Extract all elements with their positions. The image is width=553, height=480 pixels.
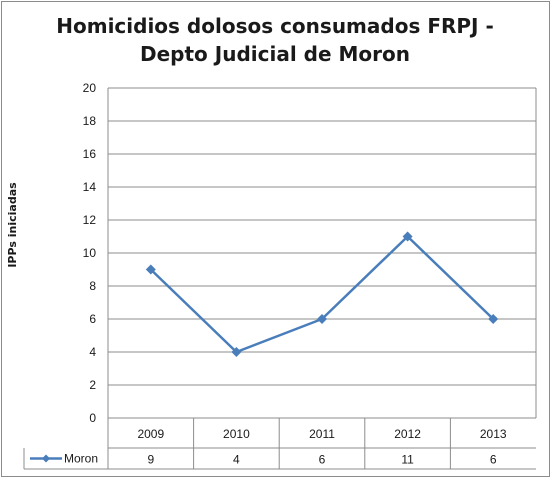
chart-title-line-2: Depto Judicial de Moron: [140, 42, 410, 66]
chart-title-line-1: Homicidios dolosos consumados FRPJ -: [56, 14, 494, 38]
legend-series-name: Moron: [64, 452, 98, 466]
series-line: [149, 235, 495, 354]
table-value-cell: 9: [147, 453, 154, 467]
y-tick-label: 0: [89, 411, 96, 425]
y-tick-label: 4: [89, 345, 96, 359]
x-category-label: 2011: [309, 427, 335, 441]
y-tick-label: 14: [83, 180, 97, 194]
y-tick-label: 18: [83, 114, 97, 128]
data-point-marker: [145, 264, 156, 275]
y-tick-label: 16: [83, 147, 97, 161]
x-category-label: 2013: [480, 427, 507, 441]
y-tick-label: 20: [83, 81, 97, 95]
y-tick-label: 12: [83, 213, 97, 227]
table-value-cell: 6: [490, 453, 497, 467]
chart-title: Homicidios dolosos consumados FRPJ - Dep…: [40, 12, 510, 68]
data-point-marker: [402, 231, 413, 242]
y-tick-label: 8: [89, 279, 96, 293]
y-tick-label: 10: [83, 246, 97, 260]
y-tick-label: 2: [89, 378, 96, 392]
legend-marker-key: [42, 454, 50, 463]
data-point-marker: [231, 347, 242, 357]
x-category-label: 2012: [394, 427, 421, 441]
data-point-marker: [488, 314, 499, 324]
table-value-cell: 11: [401, 453, 414, 467]
x-category-label: 2010: [223, 427, 250, 441]
data-point-marker: [317, 314, 327, 324]
table-value-cell: 4: [233, 453, 240, 467]
table-value-cell: 6: [319, 453, 326, 467]
y-tick-label: 6: [89, 312, 96, 326]
x-category-label: 2009: [137, 427, 164, 441]
